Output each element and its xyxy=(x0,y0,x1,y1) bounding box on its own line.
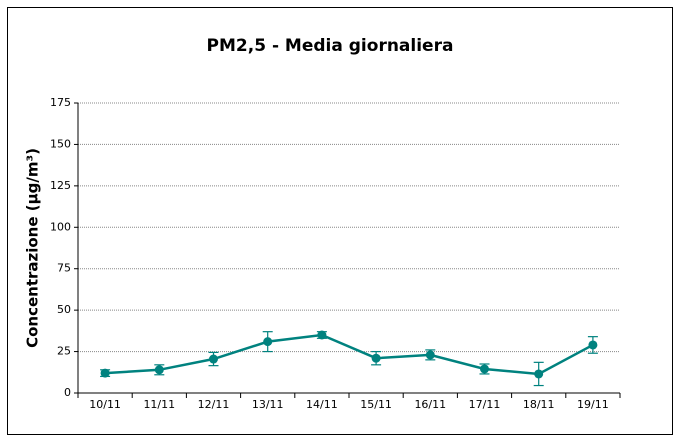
y-tick-label: 100 xyxy=(50,220,71,233)
series-line xyxy=(105,333,594,376)
y-tick-label: 150 xyxy=(50,137,71,150)
x-tick-label: 13/11 xyxy=(252,398,284,411)
x-tick-label: 15/11 xyxy=(360,398,392,411)
y-tick-label: 125 xyxy=(50,179,71,192)
data-point xyxy=(480,364,489,374)
x-tick-label: 10/11 xyxy=(89,398,121,411)
data-point xyxy=(100,368,110,378)
data-point xyxy=(588,340,598,350)
data-point xyxy=(317,330,327,340)
chart-frame xyxy=(7,7,673,435)
y-tick-label: 175 xyxy=(50,96,71,109)
x-tick-label: 12/11 xyxy=(198,398,230,411)
y-tick-label: 0 xyxy=(64,386,71,399)
y-tick-label: 50 xyxy=(57,303,71,316)
data-point xyxy=(371,353,381,363)
data-point xyxy=(263,337,273,347)
x-tick-label: 17/11 xyxy=(469,398,501,411)
data-point xyxy=(154,365,164,375)
chart-title: PM2,5 - Media giornaliera xyxy=(207,36,454,56)
x-tick-label: 16/11 xyxy=(414,398,446,411)
x-tick-label: 19/11 xyxy=(577,398,609,411)
y-axis-label: Concentrazione (µg/m³) xyxy=(24,148,42,348)
y-tick-label: 75 xyxy=(57,262,71,275)
x-tick-label: 11/11 xyxy=(143,398,175,411)
x-tick-label: 14/11 xyxy=(306,398,338,411)
y-tick-label: 25 xyxy=(57,345,71,358)
x-tick-label: 18/11 xyxy=(523,398,555,411)
data-point xyxy=(209,354,218,364)
data-point xyxy=(534,369,544,379)
data-point xyxy=(425,350,435,360)
